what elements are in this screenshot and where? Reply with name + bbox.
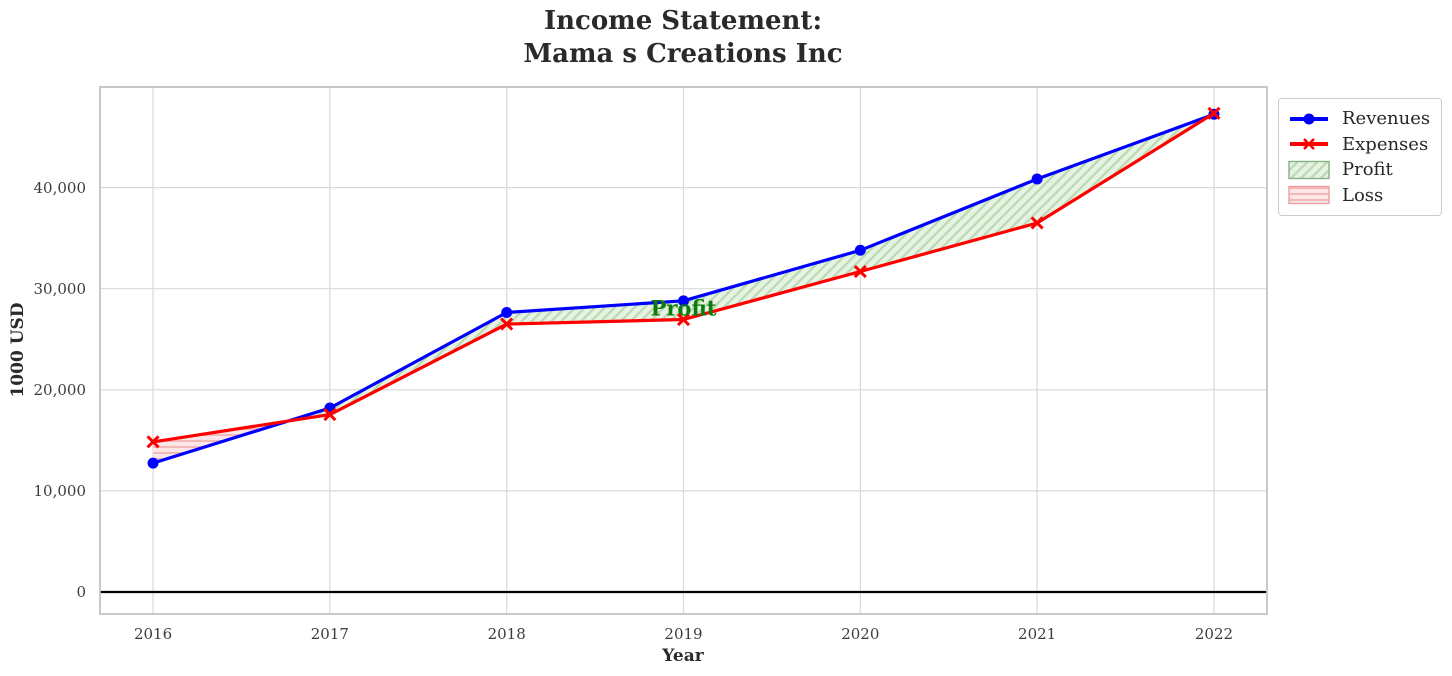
legend-label-expenses: Expenses (1342, 133, 1429, 155)
profit-hatch-swatch-icon (1288, 160, 1330, 180)
chart-title-line2: Mama s Creations Inc (523, 39, 843, 69)
x-tick-label: 2019 (664, 625, 703, 643)
revenues-point (147, 457, 159, 469)
chart-title-line1: Income Statement: (543, 6, 823, 36)
y-tick-label: 10,000 (33, 481, 87, 500)
expenses-point (1207, 106, 1221, 120)
legend-label-loss: Loss (1342, 184, 1384, 206)
loss-hatch-swatch-icon (1288, 186, 1330, 205)
expenses-point (500, 317, 514, 331)
legend-item-profit: Profit (1288, 157, 1432, 182)
profit-fill-region (683, 250, 861, 320)
expenses-point (853, 264, 867, 279)
profit-annotation: Profit (651, 295, 717, 320)
x-tick-label: 2022 (1194, 625, 1234, 643)
revenues-point (1031, 173, 1043, 185)
series-revenues (147, 108, 1220, 469)
expenses-point (323, 408, 337, 422)
profit-fill-region (506, 300, 684, 325)
x-tick-label: 2020 (841, 625, 880, 643)
revenues-point (501, 306, 513, 318)
expenses-point (146, 435, 160, 449)
y-tick-label: 40,000 (33, 178, 87, 197)
y-tick-label: 30,000 (33, 279, 87, 298)
data-series (146, 106, 1221, 469)
series-expenses (146, 106, 1221, 449)
revenues-line-swatch-icon (1290, 113, 1328, 124)
chart-title: Income Statement: Mama s Creations Inc (523, 5, 842, 71)
legend: Revenues Expenses Profit Loss (1278, 98, 1442, 216)
expenses-point (1030, 216, 1044, 230)
revenues-point (678, 295, 689, 307)
expenses-line-swatch-icon (1290, 138, 1328, 151)
plot-border (99, 86, 1268, 615)
y-tick-label: 0 (76, 583, 86, 601)
x-tick-label: 2021 (1018, 625, 1057, 643)
legend-label-revenues: Revenues (1342, 108, 1431, 129)
legend-item-loss: Loss (1288, 183, 1432, 208)
annotation-text: Profit (651, 295, 717, 320)
legend-item-expenses: Expenses (1288, 132, 1432, 157)
x-tick-label: 2017 (310, 625, 349, 643)
x-tick-label: 2016 (133, 625, 173, 643)
profit-fill-region (860, 179, 1038, 272)
y-tick-label: 20,000 (33, 380, 87, 399)
x-axis-label: Year (662, 646, 704, 666)
x-tick-label: 2018 (487, 625, 526, 643)
legend-item-revenues: Revenues (1288, 106, 1432, 131)
legend-label-profit: Profit (1342, 159, 1393, 181)
expenses-point (676, 312, 691, 327)
revenues-point (854, 244, 866, 256)
